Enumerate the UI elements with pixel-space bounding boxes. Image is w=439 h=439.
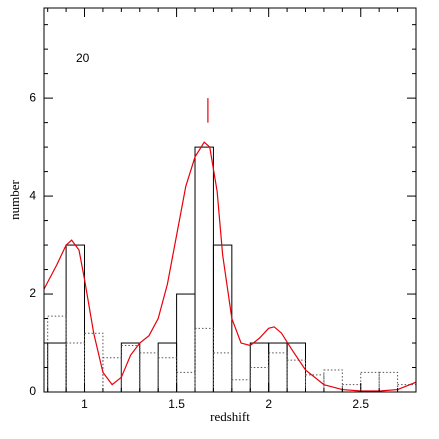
histogram-bar [120,344,141,393]
histogram-bar [102,357,122,393]
histogram-bar [378,371,399,393]
x-tick-label: 2 [265,397,272,411]
histogram-bar [120,342,141,393]
histogram-bar [47,315,67,393]
y-tick-label: 4 [29,188,36,202]
histogram-bar [212,244,233,393]
x-tick-label: 1.5 [168,397,185,411]
annotation: 20 [76,51,90,65]
histogram-bar [212,352,233,393]
y-tick-label: 6 [29,90,36,104]
histogram-bar [286,342,307,393]
plot-frame [43,7,417,393]
histogram-bar [194,146,214,393]
density-curve [44,141,416,392]
histogram-bar [139,352,159,393]
y-tick-label: 0 [29,384,36,398]
histogram-bar [268,352,288,393]
histogram-bar [286,359,307,393]
histogram-bar [231,379,251,393]
y-tick-label: 2 [29,286,36,300]
x-tick-label: 1 [81,397,88,411]
histogram-bar [157,357,178,393]
histogram-bar [176,293,196,393]
histogram-bar [360,371,380,393]
histogram-bar [65,342,86,393]
histogram-bar [249,342,270,393]
histogram-bar [194,327,214,393]
x-axis-label: redshift [210,409,250,424]
histogram-bar [176,371,196,393]
y-axis-label: number [7,179,22,219]
histogram-bar [249,367,270,393]
histogram-bar [268,342,288,393]
histogram-bar [157,342,178,393]
x-tick-label: 2.5 [352,397,369,411]
histogram-bar [47,342,67,393]
